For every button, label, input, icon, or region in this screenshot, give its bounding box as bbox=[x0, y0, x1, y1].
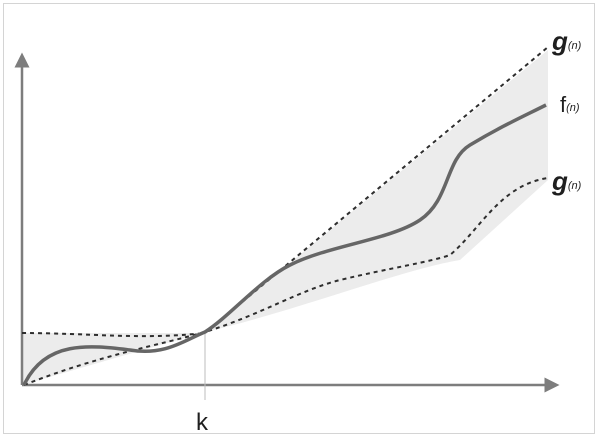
f-curve bbox=[22, 103, 547, 386]
bounded-region bbox=[22, 50, 548, 385]
middle-curve-label: f(n) bbox=[560, 92, 580, 117]
upper-curve-label: g(n) bbox=[551, 26, 582, 56]
lower-bound-curve bbox=[23, 177, 549, 386]
lower-curve-label: g(n) bbox=[551, 166, 582, 196]
upper-bound-curve bbox=[21, 46, 549, 338]
k-label: k bbox=[196, 409, 209, 436]
